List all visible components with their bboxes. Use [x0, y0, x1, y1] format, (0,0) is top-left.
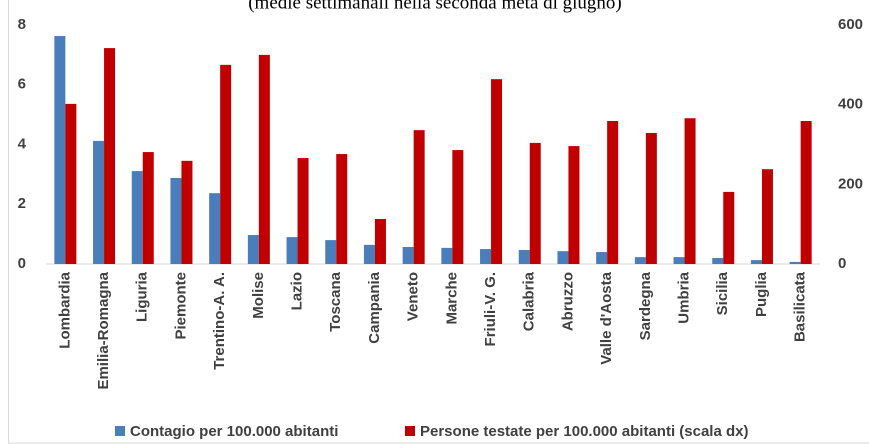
bar	[413, 130, 425, 264]
x-tick-label: Piemonte	[172, 272, 189, 340]
x-tick-label: Valle d'Aosta	[598, 271, 615, 364]
bar	[220, 64, 232, 264]
bar	[336, 154, 348, 264]
x-tick-label: Sicilia	[714, 271, 731, 315]
x-tick-label: Emilia-Romagna	[95, 271, 112, 389]
bar	[480, 249, 492, 264]
y2-tick-label: 200	[838, 175, 863, 192]
bar	[634, 257, 646, 264]
y-tick-label: 8	[18, 16, 26, 33]
bar	[491, 79, 503, 264]
x-tick-label: Liguria	[134, 271, 151, 322]
bar	[93, 140, 105, 264]
x-tick-label: Marche	[443, 272, 460, 325]
x-tick-label: Umbria	[676, 271, 693, 323]
y-tick-label: 2	[18, 195, 26, 212]
bar	[761, 169, 773, 264]
bar	[645, 132, 657, 264]
y-tick-label: 0	[18, 255, 26, 272]
bar	[452, 150, 464, 264]
x-tick-label: Puglia	[753, 271, 770, 317]
bar	[607, 120, 619, 264]
bar	[402, 246, 414, 264]
chart-subtitle: (medie settimanali nella seconda metà di…	[248, 0, 622, 13]
bar	[800, 120, 812, 264]
legend-label: Contagio per 100.000 abitanti	[130, 423, 338, 440]
bar	[789, 261, 801, 264]
bar	[750, 260, 762, 264]
x-tick-label: Calabria	[521, 271, 538, 331]
legend-swatch	[115, 426, 125, 436]
bar	[363, 244, 375, 264]
bar	[65, 103, 77, 265]
bar	[181, 160, 193, 264]
legend-swatch	[405, 426, 415, 436]
x-tick-label: Molise	[250, 272, 267, 319]
bar	[684, 118, 696, 265]
bar	[596, 252, 608, 264]
bar	[568, 146, 580, 264]
x-tick-label: Lazio	[289, 272, 306, 310]
bar	[286, 237, 298, 264]
bar	[325, 240, 337, 264]
bar	[142, 152, 154, 264]
bar	[170, 177, 182, 264]
x-tick-label: Sardegna	[637, 271, 654, 340]
bar	[54, 36, 66, 265]
x-tick-label: Friuli-V. G.	[482, 272, 499, 346]
bar	[247, 235, 259, 264]
bar	[104, 48, 116, 264]
x-tick-label: Lombardia	[56, 271, 73, 348]
y2-tick-label: 0	[838, 255, 846, 272]
bar	[557, 251, 569, 264]
bar	[529, 142, 541, 264]
bar	[518, 249, 530, 264]
y-tick-label: 6	[18, 76, 26, 93]
bar	[673, 257, 685, 264]
bar	[297, 158, 309, 264]
legend-label: Persone testate per 100.000 abitanti (sc…	[420, 423, 748, 440]
bar	[712, 258, 724, 264]
bar	[209, 193, 221, 264]
x-tick-label: Trentino-A. A.	[211, 272, 228, 370]
bar	[374, 218, 386, 264]
bar	[131, 171, 143, 264]
bar	[258, 54, 270, 264]
x-tick-label: Campania	[366, 271, 383, 343]
y-tick-label: 4	[18, 135, 27, 152]
x-tick-label: Veneto	[405, 272, 422, 321]
x-tick-label: Abruzzo	[559, 272, 576, 331]
bar	[723, 191, 735, 264]
bar	[441, 247, 453, 264]
x-tick-label: Basilicata	[792, 271, 809, 342]
x-tick-label: Toscana	[327, 271, 344, 331]
y2-tick-label: 400	[838, 96, 863, 113]
y2-tick-label: 600	[838, 16, 863, 33]
